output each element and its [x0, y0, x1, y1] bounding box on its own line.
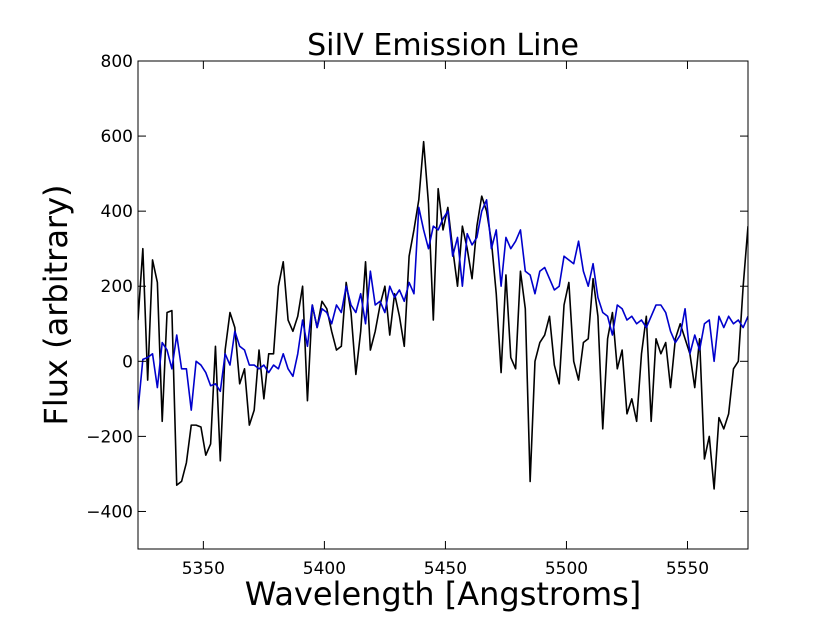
y-tick-label: 600 — [101, 127, 133, 147]
x-tick-label: 5400 — [303, 559, 346, 579]
y-tick-label: −200 — [86, 427, 133, 447]
data-line — [138, 199, 748, 411]
y-axis-label: Flux (arbitrary) — [37, 184, 75, 425]
plot-frame — [137, 60, 749, 550]
y-tick-label: 0 — [122, 352, 133, 372]
data-line — [138, 140, 748, 490]
y-tick-label: 400 — [101, 202, 133, 222]
y-tick-label: 200 — [101, 277, 133, 297]
x-tick-label: 5550 — [666, 559, 709, 579]
x-tick-label: 5450 — [424, 559, 467, 579]
x-axis-label: Wavelength [Angstroms] — [245, 575, 642, 613]
y-tick-label: −400 — [86, 502, 133, 522]
x-tick-label: 5350 — [182, 559, 225, 579]
y-tick-label: 800 — [101, 52, 133, 72]
x-tick-label: 5500 — [545, 559, 588, 579]
chart-title: SiIV Emission Line — [307, 28, 579, 63]
